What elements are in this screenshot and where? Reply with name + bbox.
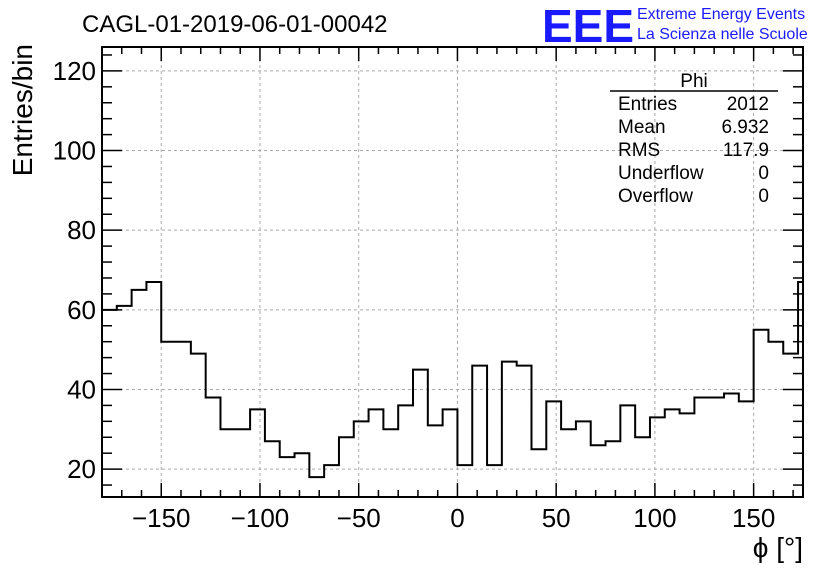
stats-row-label: Entries [618,94,677,115]
stats-row-label: Underflow [618,163,704,184]
eee-logo-letters: EEE [542,0,634,52]
y-tick-label: 80 [67,215,96,245]
x-tick-label: −50 [337,503,381,533]
axis-ticks [101,47,803,497]
x-tick-label: 50 [542,503,571,533]
plot-frame [101,46,804,498]
stats-row-value: 2012 [727,94,769,115]
x-tick-label: 150 [732,503,775,533]
y-tick-label: 100 [53,136,96,166]
x-axis-label: ϕ [°] [753,532,803,563]
stats-row-value: 0 [758,186,769,207]
stats-rows: Entries 2012 Mean 6.932 RMS 117.9 Underflow 0 Ov… [618,94,769,207]
eee-logo-line1: Extreme Energy Events [637,6,805,23]
stats-row-label: RMS [618,140,660,161]
y-tick-labels: 20 40 60 80 100 120 [53,56,96,484]
chart-title: CAGL-01-2019-06-01-00042 [82,11,388,38]
stats-row-value: 117.9 [723,140,769,161]
x-tick-label: 100 [633,503,676,533]
eee-logo: EEE Extreme Energy Events La Scienza nel… [542,0,808,52]
stats-row-label: Mean [618,117,666,138]
x-tick-label: −150 [132,503,191,533]
y-tick-label: 40 [67,374,96,404]
y-axis-label: Entries/bin [7,44,38,176]
y-tick-label: 120 [53,56,96,86]
stats-row-value: 0 [758,163,769,184]
grid-lines [102,47,803,497]
y-tick-label: 60 [67,295,96,325]
x-tick-label: −100 [231,503,290,533]
stats-box: Phi Entries 2012 Mean 6.932 RMS 117.9 Underflo… [610,71,778,207]
y-tick-label: 20 [67,454,96,484]
stats-row-label: Overflow [618,186,693,207]
stats-row-value: 6.932 [721,117,769,138]
eee-logo-line2: La Scienza nelle Scuole [637,26,808,43]
histogram-line [102,273,804,479]
x-tick-labels: −150 −100 −50 0 50 100 150 [132,503,775,533]
x-tick-label: 0 [450,503,464,533]
stats-box-name: Phi [680,71,707,92]
